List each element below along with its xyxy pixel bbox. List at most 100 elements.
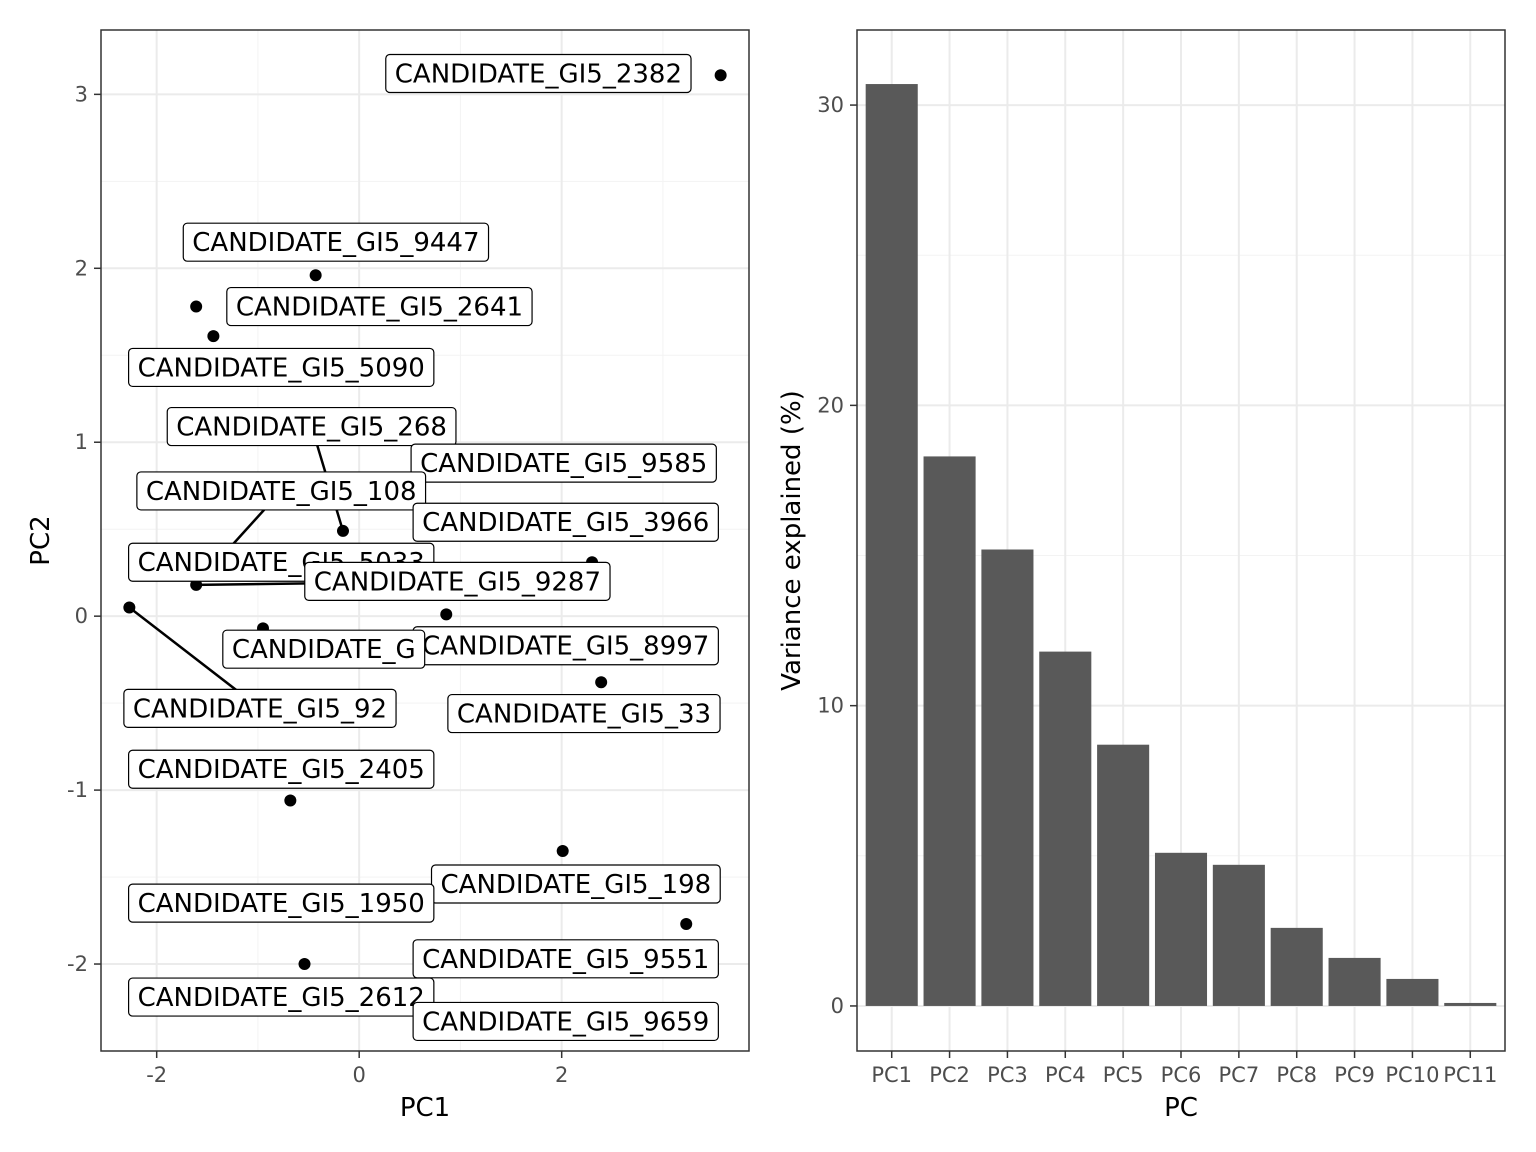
bar-y-axis-title: Variance explained (%) (777, 390, 807, 691)
scatter-y-tick-label: 3 (75, 82, 88, 106)
scatter-label-box (226, 286, 533, 327)
scatter-point (680, 918, 693, 931)
scatter-points (123, 69, 727, 971)
bar-x-tick-label: PC7 (1219, 1063, 1260, 1087)
scatter-label-text: CANDIDATE_GI5_198 (441, 870, 712, 900)
scatter-label-text: CANDIDATE_GI5_92 (133, 694, 387, 724)
variance-bar (1154, 852, 1208, 1006)
scatter-point-label: CANDIDATE_GI5_198 (430, 864, 721, 904)
scatter-point-labels: CANDIDATE_GI5_2382 CANDIDATE_GI5_9447 CAND… (123, 53, 721, 1042)
scatter-label-box (136, 471, 427, 511)
variance-bar (981, 549, 1034, 1006)
scatter-point-label: CANDIDATE_GI5_3966 (412, 502, 719, 542)
scatter-label-box (128, 347, 435, 388)
scatter-point-label: CANDIDATE_GI5_9551 (412, 939, 719, 979)
scatter-label-text: CANDIDATE_GI5_1950 (138, 889, 425, 919)
scatter-y-tick-label: 1 (75, 430, 88, 454)
scatter-label-text: CANDIDATE_GI5_9287 (314, 567, 601, 597)
scatter-label-box (412, 939, 719, 979)
scatter-point-label: CANDIDATE_GI5_2641 (226, 286, 533, 327)
scatter-point-label: CANDIDATE_GI5_5090 (128, 347, 435, 388)
scatter-label-box (304, 561, 611, 601)
bar-x-axis-title: PC (1164, 1093, 1198, 1123)
scatter-y-tick-label: 2 (75, 256, 88, 280)
scatter-point (298, 958, 311, 971)
bar-x-tick-label: PC6 (1161, 1063, 1202, 1087)
scatter-label-box (412, 502, 719, 542)
scatter-label-text: CANDIDATE_GI5_268 (176, 413, 447, 443)
variance-bar (1270, 927, 1323, 1006)
scatter-label-text: CANDIDATE_GI5_108 (146, 477, 417, 507)
scatter-label-box (123, 688, 397, 728)
scatter-y-tick-label: -2 (67, 952, 88, 976)
scatter-y-axis-title: PC2 (26, 515, 56, 565)
scatter-point (190, 300, 203, 313)
scatter-point (207, 330, 220, 343)
bar-x-tick-label: PC4 (1045, 1063, 1086, 1087)
scatter-point-label: CANDIDATE_GI5_9287 (304, 561, 611, 601)
variance-bar (1039, 651, 1092, 1006)
scatter-point-label: CANDIDATE_GI5_9585 (410, 443, 717, 483)
scatter-point-label: CANDIDATE_GI5_33 (447, 693, 721, 734)
scatter-point-label: CANDIDATE_GI5_8997 (412, 626, 719, 666)
scatter-y-ticks: -2 -1 0 1 2 3 (67, 82, 101, 976)
bar-series (865, 84, 1497, 1006)
bar-y-tick-label: 20 (817, 393, 844, 417)
scatter-label-box (410, 443, 717, 483)
scatter-label-text: CANDIDATE_GI5_9659 (422, 1007, 709, 1037)
bar-x-tick-label: PC5 (1103, 1063, 1144, 1087)
scatter-point (595, 676, 608, 689)
scatter-point-label: CANDIDATE_G (222, 629, 426, 669)
scatter-point (123, 601, 136, 614)
variance-bar (923, 456, 976, 1006)
scatter-point-label: CANDIDATE_GI5_9659 (412, 1001, 719, 1042)
bar-y-ticks: 0 10 20 30 (817, 93, 857, 1018)
scatter-label-box (447, 693, 721, 734)
scatter-point (714, 69, 727, 82)
scatter-point (190, 578, 203, 591)
scatter-label-text: CANDIDATE_GI5_9447 (192, 228, 479, 258)
bar-x-tick-label: PC2 (929, 1063, 970, 1087)
scatter-label-text: CANDIDATE_GI5_2612 (138, 983, 425, 1013)
scatter-point-label: CANDIDATE_GI5_92 (123, 688, 397, 728)
scatter-point (336, 524, 349, 537)
scatter-label-text: CANDIDATE_GI5_2641 (236, 293, 523, 323)
scatter-point-label: CANDIDATE_GI5_9447 (182, 222, 490, 262)
scatter-label-text: CANDIDATE_GI5_5090 (138, 353, 425, 383)
scatter-x-axis-title: PC1 (400, 1093, 450, 1123)
scatter-x-ticks: -2 0 2 (146, 1051, 568, 1087)
scatter-label-box (128, 883, 435, 923)
scatter-y-tick-label: 0 (75, 604, 88, 628)
pca-scatter-panel: CANDIDATE_GI5_2382 CANDIDATE_GI5_9447 CAND… (26, 29, 750, 1123)
scatter-point (284, 794, 297, 807)
scatter-label-text: CANDIDATE_GI5_2382 (395, 59, 682, 89)
scatter-point-label: CANDIDATE_GI5_2612 (128, 977, 435, 1017)
scatter-point (556, 844, 569, 857)
scatter-label-box (182, 222, 490, 262)
scatter-label-text: CANDIDATE_GI5_33 (457, 700, 711, 730)
variance-bar (865, 84, 918, 1006)
scatter-label-box (385, 53, 692, 94)
scatter-label-box (128, 977, 435, 1017)
scatter-label-box (412, 1001, 719, 1042)
scatter-point-label: CANDIDATE_GI5_108 (136, 471, 427, 511)
scatter-x-tick-label: 0 (353, 1063, 366, 1087)
bar-y-tick-label: 0 (831, 994, 844, 1018)
variance-bar (1328, 957, 1381, 1006)
bar-y-tick-label: 10 (817, 694, 844, 718)
scatter-x-tick-label: -2 (146, 1063, 167, 1087)
bar-y-tick-label: 30 (817, 93, 844, 117)
scatter-label-box (166, 406, 457, 447)
bar-x-tick-label: PC10 (1385, 1063, 1439, 1087)
scatter-label-box (222, 629, 426, 669)
scatter-label-text: CANDIDATE_GI5_9551 (422, 945, 709, 975)
scatter-point-label: CANDIDATE_GI5_1950 (128, 883, 435, 923)
scatter-point-label: CANDIDATE_GI5_2405 (128, 749, 435, 789)
scatter-panel-border (100, 29, 750, 1052)
scatter-label-text: CANDIDATE_GI5_9585 (420, 449, 707, 479)
bar-x-tick-label: PC1 (871, 1063, 912, 1087)
scatter-y-tick-label: -1 (67, 778, 88, 802)
scatter-point (440, 608, 453, 621)
variance-bar (1386, 978, 1439, 1006)
